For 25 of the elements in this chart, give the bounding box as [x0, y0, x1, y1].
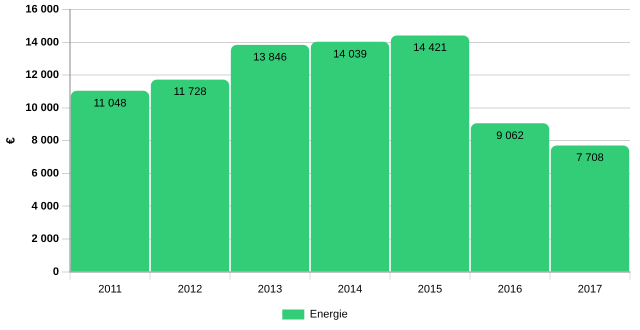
- x-tick-label: 2013: [258, 283, 282, 296]
- y-axis-title: €: [4, 137, 18, 144]
- y-tick-label: 0: [52, 266, 60, 278]
- x-tick-label: 2016: [498, 283, 522, 296]
- data-label: 13 846: [253, 51, 287, 64]
- y-tick-label: 4 000: [32, 200, 60, 212]
- y-tick-label: 6 000: [32, 168, 60, 180]
- x-tick-label: 2011: [98, 283, 122, 296]
- data-label: 11 728: [174, 86, 206, 98]
- x-tick-label: 2012: [178, 283, 202, 296]
- data-label: 11 048: [94, 97, 126, 110]
- y-tick-label: 8 000: [32, 134, 60, 147]
- y-tick-label: 12 000: [25, 69, 60, 82]
- y-tick-label: 16 000: [25, 4, 60, 16]
- x-tick-label: 2017: [578, 283, 602, 296]
- x-tick-label: 2014: [338, 283, 362, 296]
- legend-label: Energie: [310, 308, 348, 321]
- data-label: 7 708: [576, 152, 604, 164]
- y-tick-label: 10 000: [25, 102, 60, 114]
- data-label: 14 039: [333, 48, 367, 60]
- x-tick-label: 2015: [418, 283, 442, 296]
- y-tick-label: 14 000: [25, 36, 60, 48]
- data-label: 9 062: [496, 130, 524, 142]
- y-tick-label: 2 000: [32, 233, 60, 246]
- data-label: 14 421: [413, 42, 447, 54]
